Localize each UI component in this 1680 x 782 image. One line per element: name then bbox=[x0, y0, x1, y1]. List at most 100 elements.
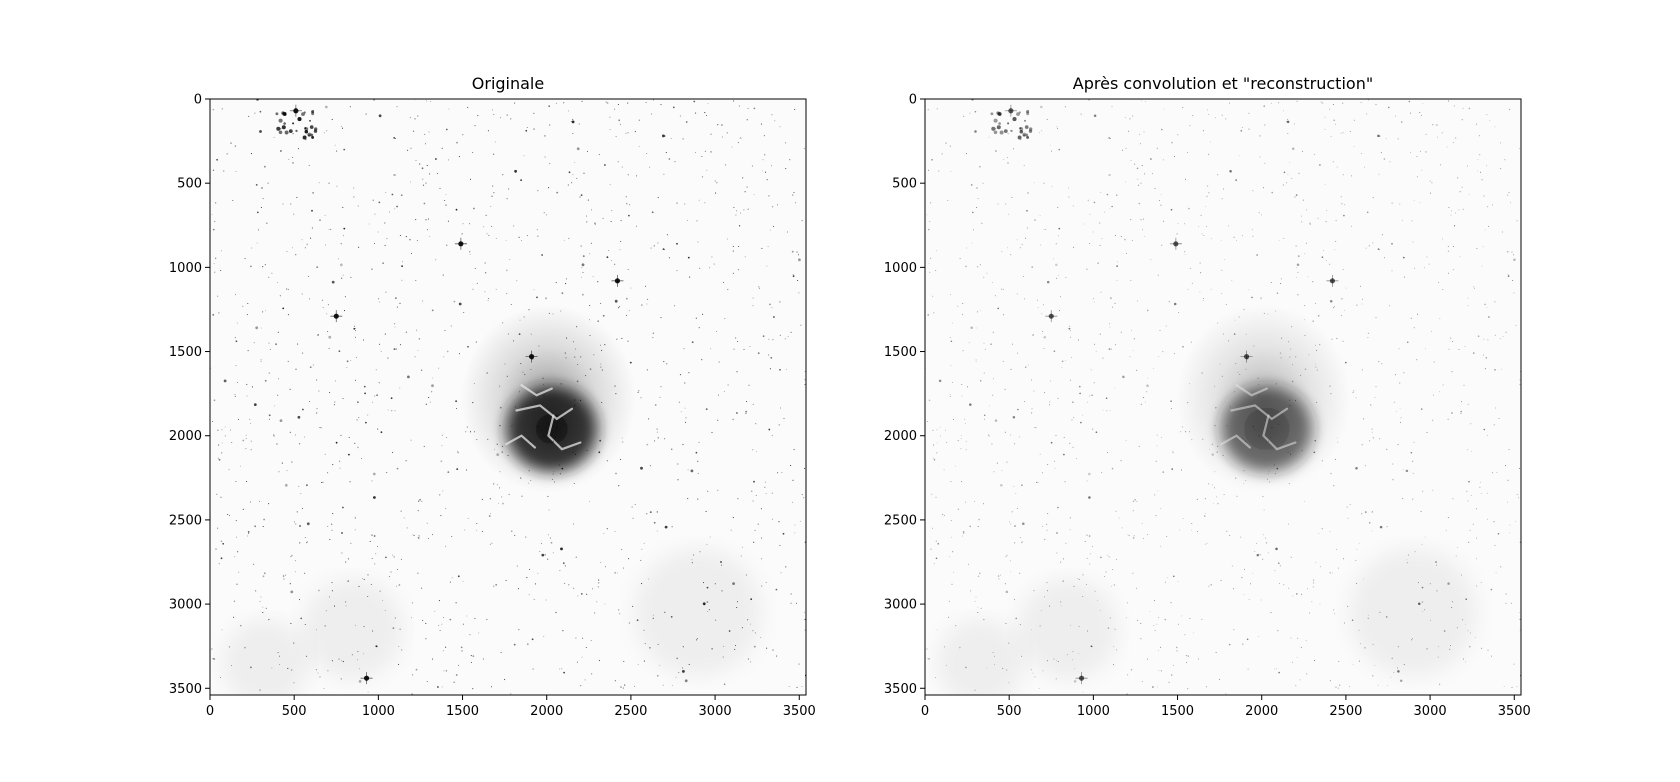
star bbox=[357, 446, 359, 449]
star bbox=[1200, 214, 1202, 216]
star bbox=[970, 184, 973, 186]
star bbox=[574, 399, 576, 401]
star bbox=[791, 250, 794, 253]
star bbox=[533, 289, 535, 291]
star bbox=[778, 424, 780, 426]
star bbox=[1014, 542, 1016, 544]
star bbox=[752, 305, 754, 307]
star bbox=[1021, 484, 1023, 487]
star bbox=[984, 348, 986, 350]
star bbox=[547, 534, 549, 536]
star bbox=[1488, 225, 1490, 227]
star bbox=[1287, 341, 1289, 343]
star bbox=[1288, 523, 1289, 525]
star bbox=[415, 668, 418, 671]
star bbox=[552, 440, 554, 442]
star bbox=[1438, 281, 1440, 283]
star bbox=[1232, 588, 1234, 590]
star bbox=[649, 511, 652, 513]
star bbox=[1361, 443, 1364, 446]
star bbox=[1226, 530, 1228, 532]
star bbox=[363, 385, 366, 388]
star bbox=[1301, 593, 1303, 595]
star bbox=[1191, 282, 1193, 284]
star bbox=[1068, 187, 1070, 189]
star bbox=[401, 649, 403, 651]
star bbox=[256, 211, 259, 214]
star bbox=[486, 372, 489, 374]
star bbox=[1207, 109, 1208, 111]
star bbox=[397, 663, 400, 665]
star bbox=[1051, 185, 1053, 187]
star bbox=[1204, 498, 1206, 500]
star bbox=[1360, 101, 1362, 103]
star bbox=[761, 585, 763, 587]
star bbox=[1031, 629, 1032, 631]
star bbox=[945, 142, 947, 144]
star bbox=[1115, 194, 1118, 197]
star bbox=[932, 527, 934, 529]
star bbox=[1062, 558, 1064, 560]
star bbox=[739, 212, 742, 214]
star bbox=[417, 572, 419, 574]
star bbox=[1263, 187, 1265, 189]
star bbox=[562, 562, 565, 565]
star bbox=[1111, 467, 1114, 470]
star bbox=[1352, 391, 1354, 393]
star bbox=[1324, 184, 1326, 186]
star bbox=[304, 623, 306, 626]
star bbox=[1270, 612, 1272, 614]
star bbox=[507, 333, 509, 335]
star bbox=[1154, 187, 1156, 189]
star bbox=[762, 170, 764, 172]
star bbox=[529, 440, 531, 442]
star bbox=[753, 480, 755, 483]
star bbox=[933, 458, 936, 461]
star bbox=[965, 422, 967, 424]
star bbox=[632, 605, 634, 607]
star bbox=[1280, 278, 1282, 280]
star bbox=[542, 377, 544, 379]
star bbox=[401, 261, 404, 263]
star bbox=[1315, 561, 1317, 563]
star bbox=[628, 558, 630, 560]
star bbox=[1287, 133, 1289, 134]
star bbox=[466, 615, 468, 617]
star bbox=[634, 503, 636, 506]
star bbox=[232, 199, 234, 201]
star bbox=[1185, 178, 1186, 180]
star bbox=[779, 544, 781, 546]
star bbox=[1459, 191, 1461, 193]
star bbox=[319, 426, 321, 429]
star bbox=[1099, 610, 1101, 611]
star bbox=[234, 294, 237, 296]
star bbox=[365, 421, 367, 424]
star bbox=[1210, 583, 1213, 586]
star bbox=[262, 611, 264, 614]
star bbox=[493, 192, 495, 194]
star bbox=[737, 340, 739, 343]
star bbox=[314, 127, 318, 131]
star bbox=[1366, 113, 1367, 115]
x-tick-label: 0 bbox=[206, 704, 214, 719]
diffraction-spike bbox=[1169, 237, 1182, 250]
star bbox=[316, 266, 319, 268]
star bbox=[722, 656, 724, 658]
star bbox=[1041, 313, 1043, 315]
star bbox=[445, 670, 447, 672]
star bbox=[746, 401, 748, 403]
star bbox=[676, 463, 679, 465]
star bbox=[606, 256, 609, 259]
star bbox=[1042, 304, 1044, 306]
star bbox=[355, 624, 357, 626]
star bbox=[946, 442, 948, 443]
star bbox=[1086, 268, 1088, 271]
star bbox=[537, 190, 539, 192]
star bbox=[950, 481, 952, 482]
star bbox=[317, 334, 319, 336]
star bbox=[792, 479, 794, 481]
star bbox=[949, 395, 951, 397]
star bbox=[472, 688, 474, 690]
star bbox=[735, 214, 737, 216]
x-tick-label: 0 bbox=[921, 704, 929, 719]
